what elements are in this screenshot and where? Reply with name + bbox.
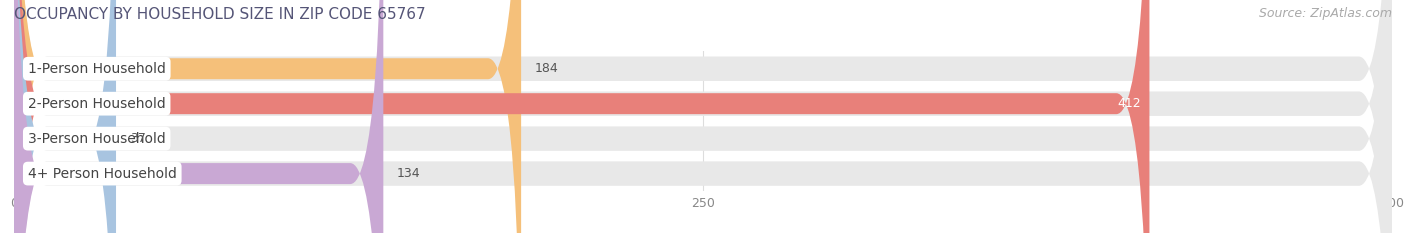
Text: 1-Person Household: 1-Person Household	[28, 62, 166, 76]
Text: OCCUPANCY BY HOUSEHOLD SIZE IN ZIP CODE 65767: OCCUPANCY BY HOUSEHOLD SIZE IN ZIP CODE …	[14, 7, 426, 22]
FancyBboxPatch shape	[14, 0, 384, 233]
FancyBboxPatch shape	[14, 0, 117, 233]
Text: 4+ Person Household: 4+ Person Household	[28, 167, 177, 181]
Text: 184: 184	[534, 62, 558, 75]
Text: 37: 37	[129, 132, 146, 145]
Text: 2-Person Household: 2-Person Household	[28, 97, 166, 111]
Text: Source: ZipAtlas.com: Source: ZipAtlas.com	[1258, 7, 1392, 20]
FancyBboxPatch shape	[14, 0, 1392, 233]
Text: 412: 412	[1118, 97, 1142, 110]
FancyBboxPatch shape	[14, 0, 1392, 233]
FancyBboxPatch shape	[14, 0, 1392, 233]
FancyBboxPatch shape	[14, 0, 1150, 233]
Text: 134: 134	[396, 167, 420, 180]
FancyBboxPatch shape	[14, 0, 1392, 233]
FancyBboxPatch shape	[14, 0, 522, 233]
Text: 3-Person Household: 3-Person Household	[28, 132, 166, 146]
